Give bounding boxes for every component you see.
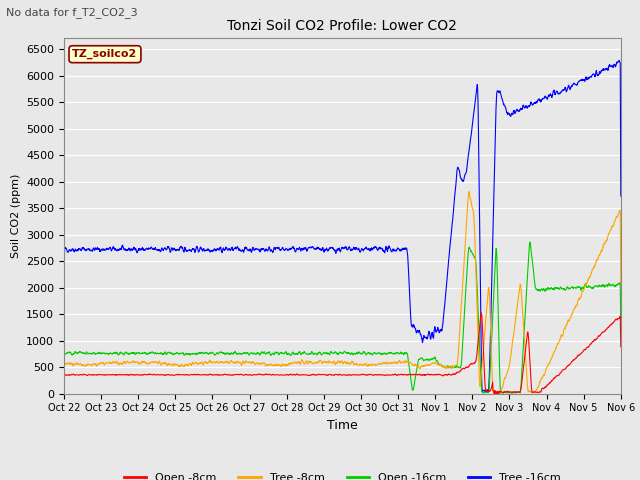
- Y-axis label: Soil CO2 (ppm): Soil CO2 (ppm): [11, 174, 20, 258]
- X-axis label: Time: Time: [327, 419, 358, 432]
- Legend: Open -8cm, Tree -8cm, Open -16cm, Tree -16cm: Open -8cm, Tree -8cm, Open -16cm, Tree -…: [119, 468, 566, 480]
- Title: Tonzi Soil CO2 Profile: Lower CO2: Tonzi Soil CO2 Profile: Lower CO2: [227, 19, 458, 33]
- Text: TZ_soilco2: TZ_soilco2: [72, 49, 138, 60]
- Text: No data for f_T2_CO2_3: No data for f_T2_CO2_3: [6, 7, 138, 18]
